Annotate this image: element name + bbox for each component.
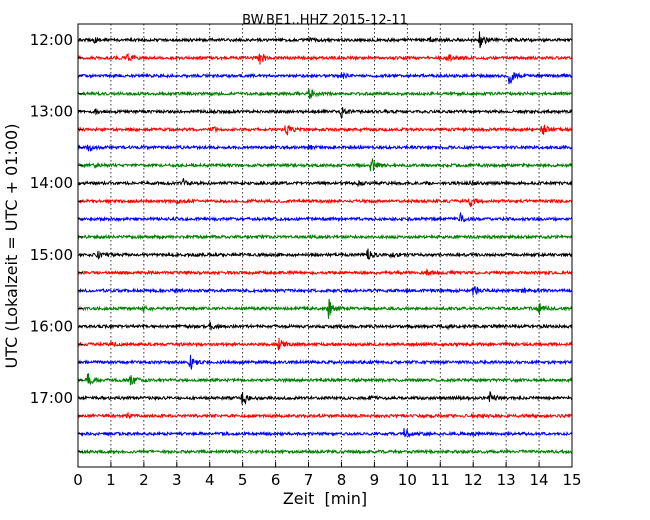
plot-frame [77, 23, 573, 468]
y-tick-label: 12:00 [30, 31, 73, 49]
trace-1715 [77, 411, 573, 420]
trace-1415 [77, 197, 573, 207]
y-axis: 12:00 13:00 14:00 15:00 16:00 17:00 [30, 31, 83, 453]
trace-1530 [77, 286, 573, 296]
x-tick-label: 13 [497, 471, 516, 489]
trace-1345 [77, 157, 573, 172]
trace-1445 [77, 233, 573, 241]
trace-1645 [77, 373, 573, 386]
x-axis-label: Zeit [min] [283, 489, 367, 508]
x-tick-label: 9 [370, 471, 380, 489]
trace-1730 [77, 428, 573, 438]
trace-1545 [77, 298, 573, 319]
x-tick-label: 15 [562, 471, 581, 489]
trace-1600 [77, 320, 573, 331]
x-tick-label: 14 [530, 471, 549, 489]
y-tick-label: 17:00 [30, 389, 73, 407]
x-tick-label: 11 [431, 471, 450, 489]
x-tick-label: 1 [106, 471, 116, 489]
trace-1245 [77, 88, 573, 100]
x-tick-label: 12 [464, 471, 483, 489]
plot-area: 0 1 2 3 4 5 6 7 8 9 10 11 12 13 14 15 12:0013:0014:0015… [30, 23, 582, 489]
chart-title: BW.BE1..HHZ 2015-12-11 [242, 13, 408, 28]
traces [77, 31, 573, 455]
trace-1330 [77, 144, 573, 152]
trace-1500 [77, 248, 573, 260]
x-axis: 0 1 2 3 4 5 6 7 8 9 10 11 12 13 14 15 [73, 462, 582, 489]
x-tick-label: 5 [238, 471, 248, 489]
x-tick-label: 8 [337, 471, 347, 489]
grid-lines [110, 24, 540, 467]
trace-1400 [77, 178, 573, 188]
trace-1315 [77, 123, 573, 136]
trace-1215 [77, 52, 573, 65]
trace-1700 [77, 391, 573, 405]
y-tick-label: 15:00 [30, 246, 73, 264]
trace-1745 [77, 448, 573, 455]
trace-1300 [77, 107, 573, 120]
y-tick-label: 14:00 [30, 174, 73, 192]
x-tick-label: 10 [398, 471, 417, 489]
y-axis-label: UTC (Lokalzeit = UTC + 01:00) [2, 124, 21, 369]
y-tick-label: 16:00 [30, 317, 73, 335]
x-tick-label: 0 [73, 471, 83, 489]
x-tick-label: 3 [172, 471, 182, 489]
x-tick-label: 7 [304, 471, 314, 489]
x-tick-label: 2 [139, 471, 149, 489]
trace-1515 [77, 268, 573, 276]
trace-1200 [77, 31, 573, 49]
trace-1230 [77, 71, 573, 85]
x-tick-label: 6 [271, 471, 281, 489]
trace-1615 [77, 337, 573, 351]
trace-1630 [77, 354, 573, 371]
y-tick-label: 13:00 [30, 103, 73, 121]
x-tick-label: 4 [205, 471, 215, 489]
trace-1430 [77, 211, 573, 223]
